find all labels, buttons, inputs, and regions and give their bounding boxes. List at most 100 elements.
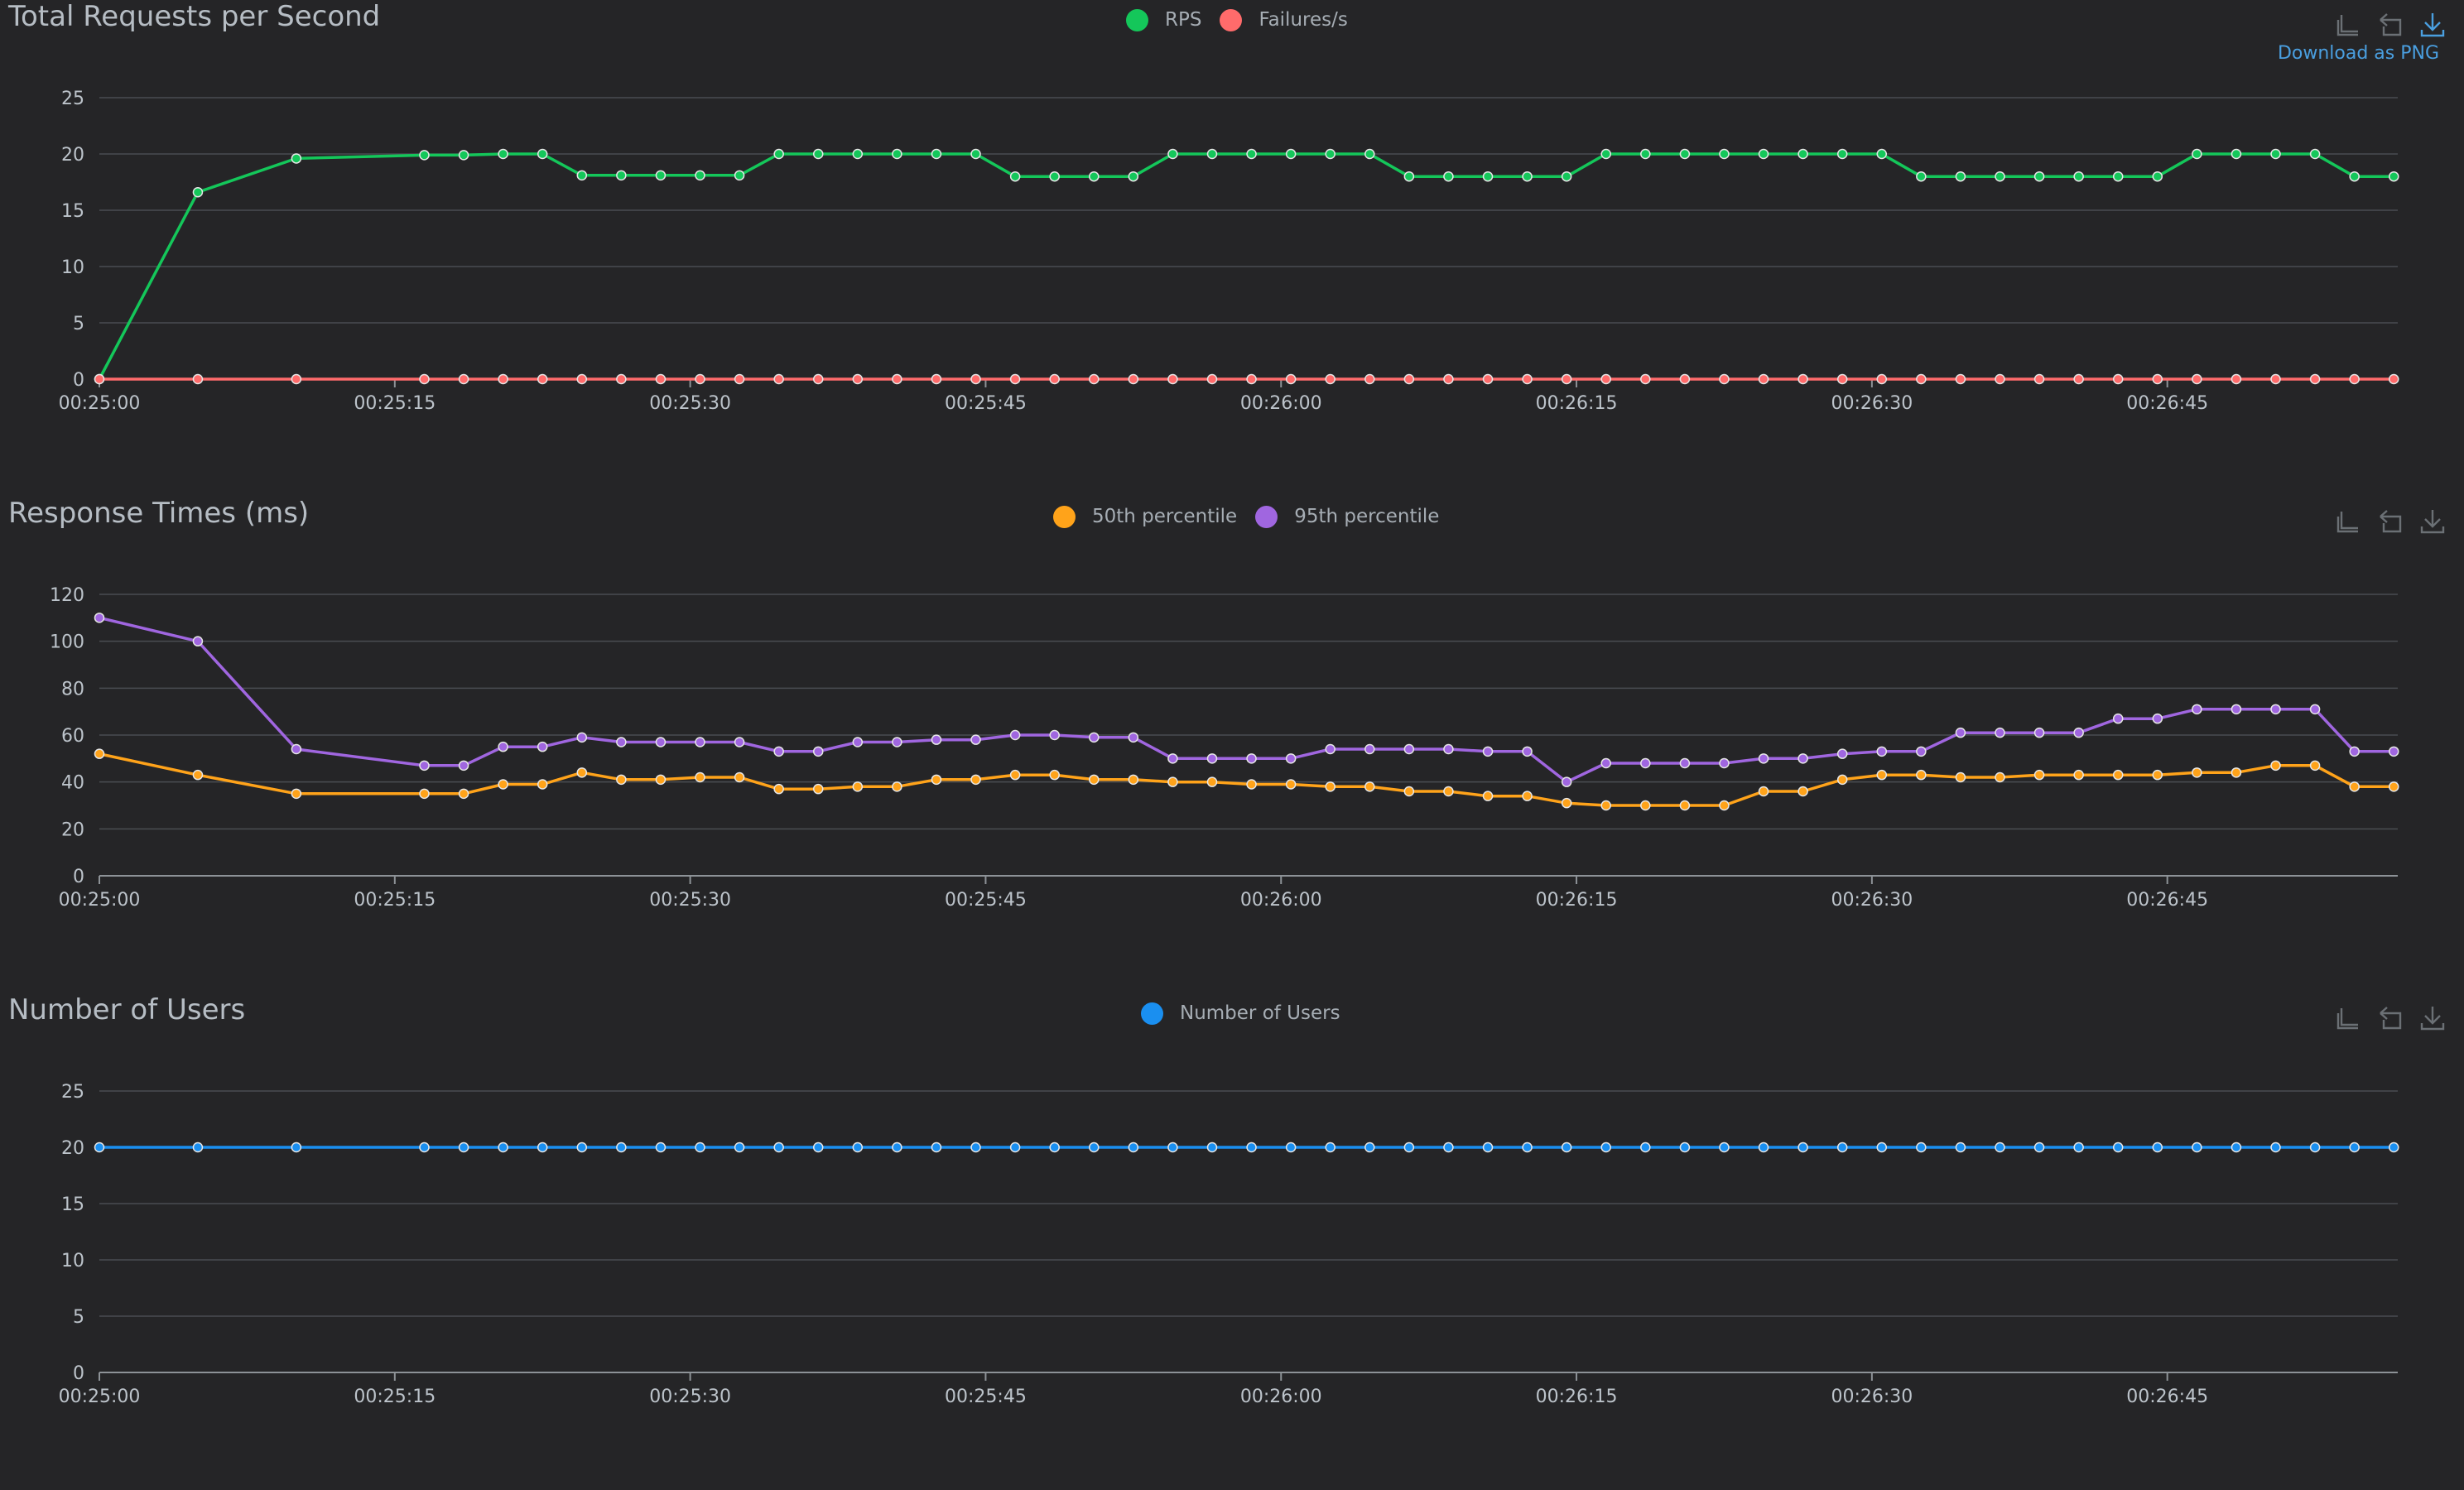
legend-label: RPS [1165, 9, 1202, 31]
data-point [1325, 743, 1335, 755]
data-point [458, 150, 469, 161]
data-point [1719, 800, 1730, 811]
x-tick-label: 00:26:30 [1831, 1387, 1913, 1407]
data-point [1797, 148, 1808, 160]
data-point [576, 1142, 588, 1153]
download-icon[interactable] [2418, 1003, 2447, 1033]
data-point [1797, 786, 1808, 797]
data-point [734, 1142, 745, 1153]
chart-toolbox [2321, 507, 2447, 536]
rps-chart-panel: Total Requests per Second RPS Failures/s… [0, 0, 2464, 497]
data-point [970, 774, 981, 786]
data-point [2112, 713, 2124, 724]
data-point [970, 734, 981, 745]
data-point [1600, 757, 1611, 769]
data-point [2192, 1142, 2202, 1153]
data-point [1916, 1142, 1927, 1153]
data-point [2309, 373, 2321, 385]
legend-label: 50th percentile [1092, 506, 1238, 527]
data-point [2388, 1142, 2399, 1153]
x-tick-label: 00:26:00 [1240, 890, 1322, 911]
x-tick-label: 00:26:45 [2126, 890, 2208, 911]
data-point [498, 779, 508, 790]
data-point [931, 148, 942, 160]
data-point [1916, 746, 1927, 757]
data-point [1836, 373, 1848, 385]
data-point [1128, 171, 1139, 182]
data-point [458, 760, 469, 771]
data-point [2112, 769, 2124, 781]
data-point [2309, 760, 2321, 771]
data-point [1089, 373, 1100, 385]
data-point [1325, 373, 1335, 385]
legend-item-p50[interactable]: 50th percentile [1053, 505, 1238, 528]
data-point [291, 153, 302, 164]
users-chart-panel: Number of Users Number of Users 0 5 10 15 20… [0, 993, 2464, 1490]
x-tick-label: 00:26:45 [2126, 1387, 2208, 1407]
data-point [537, 741, 548, 752]
legend-item-failures[interactable]: Failures/s [1220, 8, 1348, 31]
data-point [1049, 1142, 1060, 1153]
data-point [498, 148, 508, 160]
data-point [1955, 1142, 1966, 1153]
data-point [2270, 148, 2281, 160]
legend-item-rps[interactable]: RPS [1126, 8, 1202, 31]
download-as-png-label[interactable]: Download as PNG [2277, 43, 2439, 64]
chart-title: Response Times (ms) [8, 497, 310, 530]
data-point [2033, 769, 2045, 781]
download-icon[interactable] [2418, 507, 2447, 536]
x-tick-label: 00:25:30 [649, 890, 731, 911]
zoom-icon[interactable] [2333, 10, 2363, 40]
legend-item-p95[interactable]: 95th percentile [1255, 505, 1439, 528]
data-point [1758, 1142, 1769, 1153]
data-point [2192, 767, 2202, 778]
data-point [1640, 800, 1651, 811]
data-point [1009, 171, 1021, 182]
data-point [1403, 1142, 1415, 1153]
legend-label: Failures/s [1258, 9, 1348, 31]
data-point [1167, 753, 1178, 764]
data-point [2112, 171, 2124, 182]
data-point [616, 774, 627, 786]
data-point [576, 170, 588, 181]
data-point [1049, 729, 1060, 741]
data-point [94, 748, 105, 759]
rps-plot: 0 5 10 15 20 25 00:25:00 00:25:15 00:25:30 00:25:… [59, 89, 2399, 414]
y-tick-label: 15 [61, 1194, 84, 1215]
zoom-reset-icon[interactable] [2375, 1003, 2405, 1033]
y-tick-label: 5 [73, 314, 84, 334]
zoom-icon[interactable] [2333, 507, 2363, 536]
data-point [1443, 171, 1454, 182]
legend-item-users[interactable]: Number of Users [1141, 1002, 1340, 1025]
data-point [852, 781, 864, 792]
data-point [94, 613, 105, 623]
data-point [812, 148, 824, 160]
data-point [1285, 373, 1297, 385]
data-point [1522, 1142, 1533, 1153]
data-point [192, 186, 204, 198]
data-point [1325, 1142, 1335, 1153]
y-tick-label: 60 [61, 726, 84, 747]
data-point [734, 170, 745, 181]
zoom-reset-icon[interactable] [2375, 507, 2405, 536]
download-icon[interactable] [2418, 10, 2447, 40]
y-tick-label: 15 [61, 201, 84, 222]
data-point [1836, 774, 1848, 786]
chart-legend: RPS Failures/s [1126, 5, 1366, 35]
data-point [2270, 373, 2281, 385]
data-point [1522, 791, 1533, 801]
data-point [1679, 373, 1691, 385]
data-point [1246, 373, 1257, 385]
zoom-icon[interactable] [2333, 1003, 2363, 1033]
y-tick-label: 10 [61, 1251, 84, 1271]
data-point [852, 1142, 864, 1153]
data-point [1876, 373, 1888, 385]
data-point [892, 1142, 902, 1153]
data-point [1049, 769, 1060, 781]
data-point [655, 774, 667, 786]
x-tick-label: 00:25:45 [945, 1387, 1027, 1407]
zoom-reset-icon[interactable] [2375, 10, 2405, 40]
data-point [1403, 786, 1415, 797]
y-tick-label: 0 [73, 867, 84, 887]
data-point [1679, 757, 1691, 769]
